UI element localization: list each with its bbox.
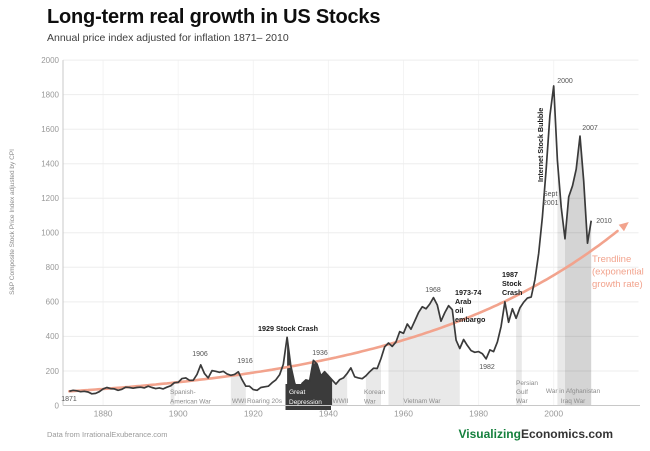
region-label-gulf: War <box>516 398 529 405</box>
annotation-peak1936: 1936 <box>312 350 328 357</box>
trendline-label: Trendline <box>592 254 631 265</box>
x-tick-1900: 1900 <box>169 409 188 419</box>
region-label-wwii: WWII <box>333 398 349 405</box>
region-label-spanish: American War <box>170 399 212 406</box>
region-label-afghanistan: Iraq War <box>561 398 587 405</box>
series-line <box>69 85 593 395</box>
great-depression-label-box <box>285 384 331 410</box>
chart-subtitle: Annual price index adjusted for inflatio… <box>47 32 289 44</box>
x-tick-1960: 1960 <box>394 409 413 419</box>
annotation-crash1929: 1929 Stock Crash <box>258 324 318 333</box>
annotation-sept2001: 2001 <box>543 200 559 207</box>
tick-labels: 1880 1900 1920 1940 1960 1980 2000 0 200 400 600 80… <box>9 56 563 419</box>
trendline-arrowhead <box>618 222 629 232</box>
region-label-korean: Korean <box>364 389 385 396</box>
annotation-bubble: Internet Stock Bubble <box>536 108 545 182</box>
annotation-low1982: 1982 <box>479 364 495 371</box>
y-tick-800: 800 <box>46 263 60 272</box>
trendline-label: growth rate) <box>592 279 643 290</box>
y-tick-200: 200 <box>46 367 60 376</box>
region-label-depression: Great <box>289 389 305 396</box>
region-label-gulf: Persian <box>516 380 538 387</box>
annotation-crash1987: Stock <box>502 279 522 288</box>
y-tick-400: 400 <box>46 332 60 341</box>
annotation-embargo: Arab <box>455 297 472 306</box>
chart-title: Long-term real growth in US Stocks <box>47 6 381 28</box>
trendline <box>68 222 629 393</box>
annotations: 1871 1906 1916 1929 Stock Crash 1936 1968 1973… <box>61 78 644 403</box>
x-tick-1940: 1940 <box>319 409 338 419</box>
trendline-label: (exponential <box>592 267 644 278</box>
region-label-roaring: Roaring 20s <box>247 398 283 405</box>
brand-dark: Economics.com <box>520 427 613 441</box>
region-label-spanish: Spanish- <box>170 389 196 396</box>
annotation-peak2007: 2007 <box>582 125 598 132</box>
region-vietnam <box>388 297 460 406</box>
region-wwii <box>332 373 348 406</box>
x-tick-2000: 2000 <box>544 409 563 419</box>
annotation-end2010: 2010 <box>596 218 612 225</box>
header: Long-term real growth in US Stocks Annua… <box>47 6 380 44</box>
region-label-gulf: Gulf <box>516 389 528 396</box>
region-label-depression: Depression <box>289 399 322 406</box>
y-axis-title: S&P Composite Stock Price Index adjusted… <box>9 149 16 295</box>
y-tick-600: 600 <box>46 298 60 307</box>
region-spanish <box>170 382 175 406</box>
x-tick-1880: 1880 <box>94 409 113 419</box>
x-tick-1920: 1920 <box>244 409 263 419</box>
war-regions <box>170 136 592 410</box>
y-tick-0: 0 <box>55 401 60 410</box>
y-tick-2000: 2000 <box>41 56 59 65</box>
region-korean <box>365 358 381 406</box>
y-tick-1800: 1800 <box>41 90 59 99</box>
annotation-peak1916: 1916 <box>237 358 253 365</box>
region-afghanistan <box>557 136 592 406</box>
annotation-crash1987: Crash <box>502 288 522 297</box>
annotation-peak1968: 1968 <box>425 287 441 294</box>
x-tick-1980: 1980 <box>469 409 488 419</box>
gridlines <box>63 59 639 406</box>
brand-logo: VisualizingEconomics.com <box>459 427 614 441</box>
region-label-wwi: WWI <box>232 398 246 405</box>
annotation-peak2000: 2000 <box>557 78 573 85</box>
y-tick-1600: 1600 <box>41 125 59 134</box>
y-tick-1200: 1200 <box>41 194 59 203</box>
region-gulf <box>516 305 522 406</box>
region-labels: Spanish- American War WWI Roaring 20s Great D… <box>170 380 601 406</box>
region-label-afghanistan: War in Afghanistan <box>546 388 601 395</box>
annotation-sept2001: Sept <box>543 191 557 198</box>
annotation-embargo: 1973-74 <box>455 288 481 297</box>
axes <box>62 60 640 406</box>
annotation-embargo: oil <box>455 306 463 315</box>
annotation-embargo: embargo <box>455 315 486 324</box>
region-label-vietnam: Vietnam War <box>403 398 441 405</box>
annotation-start1871: 1871 <box>61 396 77 403</box>
annotation-peak1906: 1906 <box>192 351 208 358</box>
region-iraq <box>565 136 592 406</box>
y-tick-1000: 1000 <box>41 229 59 238</box>
brand-green: Visualizing <box>458 427 521 441</box>
y-tick-1400: 1400 <box>41 160 59 169</box>
data-source-note: Data from IrrationalExuberance.com <box>47 430 168 439</box>
region-label-korean: War <box>364 399 377 406</box>
annotation-crash1987: 1987 <box>502 270 518 279</box>
